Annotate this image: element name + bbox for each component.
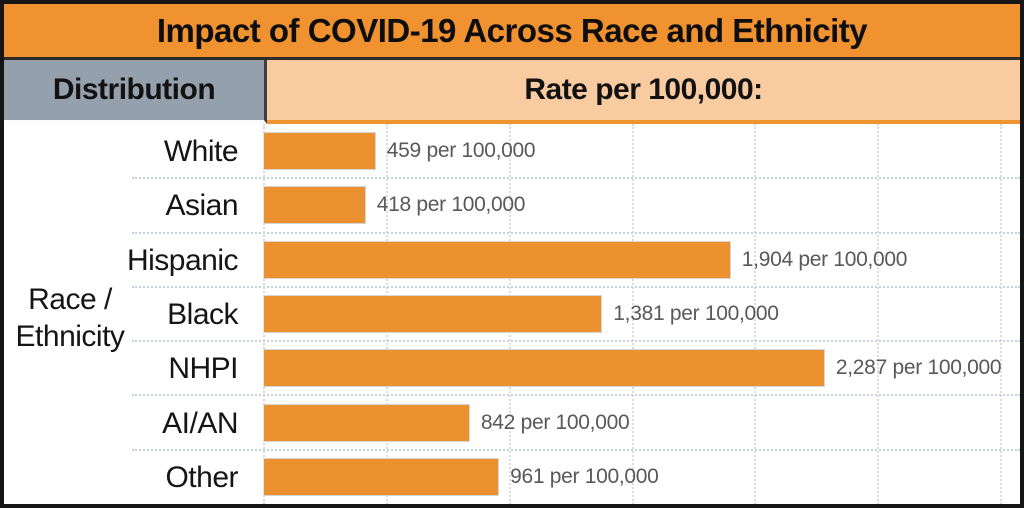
rate-header-cell: Rate per 100,000:	[267, 60, 1020, 124]
chart-row: White 459 per 100,000	[4, 124, 1020, 180]
value-label: 961 per 100,000	[510, 464, 659, 488]
value-label: 1,904 per 100,000	[741, 247, 908, 271]
bar	[263, 132, 376, 171]
bar-track: 2,287 per 100,000	[263, 349, 1020, 388]
category-label: Hispanic	[126, 243, 239, 277]
category-label: AI/AN	[162, 406, 238, 440]
bar-track: 459 per 100,000	[263, 132, 1020, 171]
chart-row: NHPI 2,287 per 100,000	[4, 341, 1020, 397]
value-label: 842 per 100,000	[480, 410, 630, 434]
value-label: 418 per 100,000	[376, 193, 526, 217]
vertical-gridline	[1000, 124, 1003, 504]
bar-chart: White 459 per 100,000 Asian 418 per 100,…	[4, 124, 1020, 504]
chart-row: Hispanic 1,904 per 100,000	[4, 233, 1020, 288]
bar	[263, 403, 470, 442]
vertical-gridline	[877, 124, 880, 504]
row-separator-gridline	[132, 340, 1020, 343]
bar-track: 1,904 per 100,000	[263, 240, 1020, 279]
row-separator-gridline	[132, 394, 1020, 397]
row-separator-gridline	[132, 285, 1020, 288]
bar	[263, 349, 825, 388]
value-label: 2,287 per 100,000	[835, 356, 1002, 380]
y-axis-group-label: Race / Ethnicity	[6, 282, 134, 355]
category-label: NHPI	[168, 352, 238, 386]
row-separator-gridline	[132, 448, 1020, 451]
category-label: Asian	[165, 189, 238, 223]
bar	[263, 457, 500, 496]
rate-header-label: Rate per 100,000:	[524, 73, 763, 106]
chart-row: Black 1,381 per 100,000	[4, 287, 1020, 343]
page-title: Impact of COVID-19 Across Race and Ethni…	[156, 11, 868, 49]
chart-row: Asian 418 per 100,000	[4, 178, 1020, 234]
chart-row: AI/AN 842 per 100,000	[4, 395, 1020, 451]
vertical-gridline	[631, 124, 634, 504]
distribution-header-cell: Distribution	[4, 60, 267, 124]
bar-track: 418 per 100,000	[263, 186, 1020, 225]
vertical-gridline	[754, 124, 757, 504]
bar	[263, 240, 731, 279]
header-row: Distribution Rate per 100,000:	[4, 60, 1020, 124]
y-axis-group-label-line2: Ethnicity	[15, 319, 125, 353]
title-bar: Impact of COVID-19 Across Race and Ethni…	[4, 4, 1020, 60]
value-label: 1,381 per 100,000	[613, 301, 779, 325]
bar	[263, 294, 603, 333]
y-axis-group-label-line1: Race /	[28, 282, 112, 316]
category-label: Other	[165, 460, 238, 494]
bar-track: 1,381 per 100,000	[263, 294, 1020, 333]
bar-track: 961 per 100,000	[263, 457, 1020, 496]
bar	[263, 186, 366, 225]
row-separator-gridline	[132, 177, 1020, 180]
distribution-header-label: Distribution	[52, 73, 216, 106]
category-label: White	[163, 135, 239, 169]
chart-row: Other 961 per 100,000	[4, 450, 1020, 504]
category-label: Black	[167, 297, 238, 331]
value-label: 459 per 100,000	[386, 139, 536, 163]
bar-track: 842 per 100,000	[263, 403, 1020, 442]
chart-rows: White 459 per 100,000 Asian 418 per 100,…	[4, 124, 1020, 504]
row-separator-gridline	[132, 231, 1020, 234]
